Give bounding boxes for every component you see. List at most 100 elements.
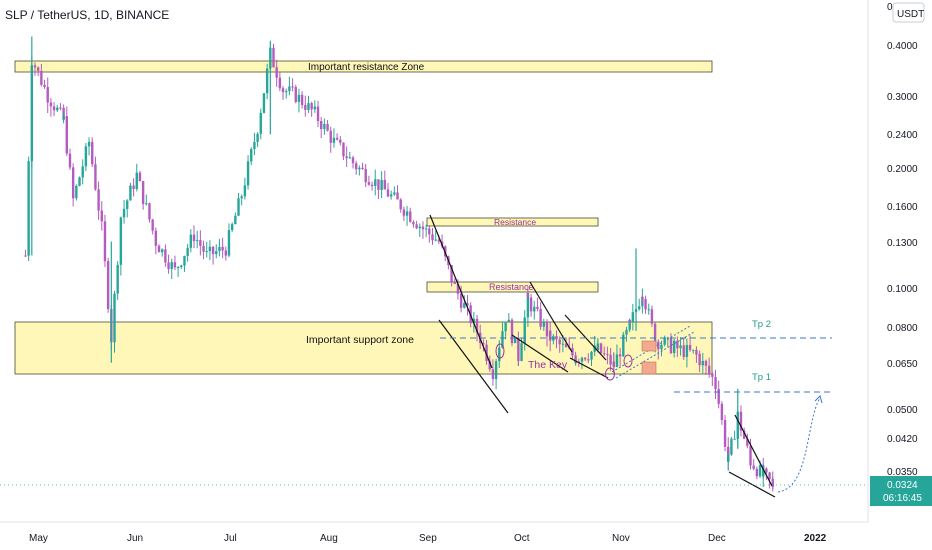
candle-down[interactable] [765, 468, 768, 473]
candle-up[interactable] [463, 303, 466, 308]
candle-down[interactable] [466, 303, 469, 306]
candle-down[interactable] [377, 179, 380, 190]
candle-down[interactable] [437, 239, 441, 242]
candle-down[interactable] [650, 309, 654, 324]
candle-down[interactable] [529, 297, 533, 312]
candle-up[interactable] [501, 331, 504, 348]
candle-up[interactable] [596, 343, 600, 350]
candle-down[interactable] [644, 298, 647, 310]
candle-down[interactable] [688, 344, 692, 350]
candle-up[interactable] [246, 161, 250, 186]
candle-down[interactable] [361, 167, 364, 169]
candle-up[interactable] [494, 361, 498, 380]
candle-down[interactable] [300, 94, 304, 106]
time-axis[interactable]: May Jun Jul Aug Sep Oct Nov Dec 2022 [29, 533, 827, 544]
candle-down[interactable] [33, 65, 37, 68]
candle-down[interactable] [587, 359, 590, 361]
candle-up[interactable] [307, 103, 310, 110]
candle-down[interactable] [491, 369, 495, 380]
candle-up[interactable] [762, 468, 765, 477]
candle-down[interactable] [564, 343, 568, 348]
candle-down[interactable] [345, 156, 348, 159]
candle-down[interactable] [711, 373, 714, 377]
candle-down[interactable] [749, 460, 752, 466]
candle-down[interactable] [558, 339, 561, 345]
candle-up[interactable] [186, 247, 189, 256]
candle-up[interactable] [631, 312, 635, 322]
candle-down[interactable] [106, 261, 110, 309]
candle-up[interactable] [313, 106, 317, 110]
candle-down[interactable] [421, 226, 425, 230]
candle-up[interactable] [256, 133, 259, 142]
candle-up[interactable] [288, 86, 291, 92]
candle-up[interactable] [405, 211, 409, 216]
candle-down[interactable] [431, 234, 434, 241]
candle-up[interactable] [358, 167, 361, 170]
candle-down[interactable] [539, 309, 542, 327]
candle-up[interactable] [243, 185, 247, 197]
key-ellipse[interactable] [495, 343, 505, 359]
candle-up[interactable] [418, 226, 421, 229]
candle-down[interactable] [52, 106, 56, 111]
candle-down[interactable] [320, 121, 323, 130]
candle-down[interactable] [103, 221, 107, 262]
candle-up[interactable] [56, 107, 59, 111]
candle-down[interactable] [456, 283, 460, 294]
candle-up[interactable] [297, 94, 301, 102]
candle-down[interactable] [40, 70, 43, 85]
candle-up[interactable] [672, 340, 676, 347]
candle-down[interactable] [351, 157, 355, 164]
candle-up[interactable] [262, 93, 266, 113]
candle-up[interactable] [215, 251, 218, 255]
wedge-line[interactable] [529, 281, 573, 353]
candle-down[interactable] [704, 360, 708, 366]
candle-down[interactable] [65, 116, 68, 154]
candle-up[interactable] [625, 329, 628, 335]
candle-down[interactable] [167, 262, 170, 269]
candle-up[interactable] [730, 438, 733, 455]
candle-up[interactable] [498, 347, 501, 362]
candle-down[interactable] [475, 318, 479, 333]
candle-down[interactable] [100, 210, 103, 222]
candle-up[interactable] [727, 454, 730, 462]
candle-down[interactable] [536, 306, 539, 310]
candle-down[interactable] [412, 221, 415, 225]
candle-down[interactable] [199, 240, 202, 246]
candle-down[interactable] [46, 87, 49, 103]
candle-down[interactable] [628, 319, 631, 322]
candle-down[interactable] [354, 163, 358, 170]
candle-down[interactable] [335, 137, 339, 140]
candle-up[interactable] [332, 137, 336, 143]
candle-up[interactable] [561, 343, 565, 345]
candle-up[interactable] [672, 346, 676, 354]
candle-down[interactable] [211, 246, 215, 255]
candle-down[interactable] [151, 219, 154, 231]
candle-down[interactable] [316, 106, 320, 122]
candle-up[interactable] [253, 141, 256, 150]
candle-down[interactable] [291, 86, 294, 88]
candle-up[interactable] [580, 357, 584, 362]
candle-down[interactable] [138, 172, 142, 182]
candle-down[interactable] [548, 330, 552, 341]
candle-up[interactable] [374, 179, 377, 186]
candle-down[interactable] [488, 360, 491, 370]
candle-up[interactable] [758, 465, 762, 477]
resistance-box-1[interactable] [426, 217, 599, 227]
candle-up[interactable] [234, 215, 237, 225]
candle-down[interactable] [609, 354, 612, 365]
candle-down[interactable] [485, 344, 488, 361]
candle-down[interactable] [278, 77, 282, 89]
candle-down[interactable] [304, 105, 307, 110]
candle-down[interactable] [574, 355, 577, 364]
candle-down[interactable] [768, 472, 771, 479]
candle-up[interactable] [380, 179, 383, 190]
candle-up[interactable] [323, 123, 326, 130]
resistance-box-2[interactable] [426, 281, 599, 293]
candle-down[interactable] [68, 153, 72, 168]
candle-down[interactable] [415, 224, 418, 229]
candle-up[interactable] [393, 192, 396, 195]
candle-up[interactable] [507, 319, 511, 322]
dotted-trend-line[interactable] [615, 331, 695, 379]
candle-up[interactable] [523, 317, 526, 344]
